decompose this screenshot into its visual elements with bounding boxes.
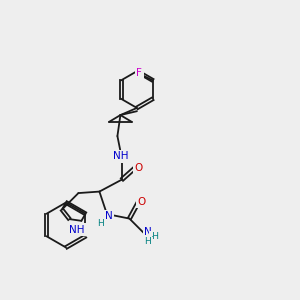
Text: N: N: [104, 212, 112, 221]
Text: NH: NH: [113, 151, 128, 161]
Text: -H: -H: [150, 232, 160, 241]
Text: N: N: [144, 227, 152, 237]
Text: F: F: [136, 68, 142, 79]
Text: O: O: [137, 197, 146, 207]
Text: NH: NH: [69, 225, 85, 235]
Text: O: O: [134, 163, 142, 172]
Text: H: H: [144, 238, 151, 247]
Text: H: H: [98, 219, 104, 228]
